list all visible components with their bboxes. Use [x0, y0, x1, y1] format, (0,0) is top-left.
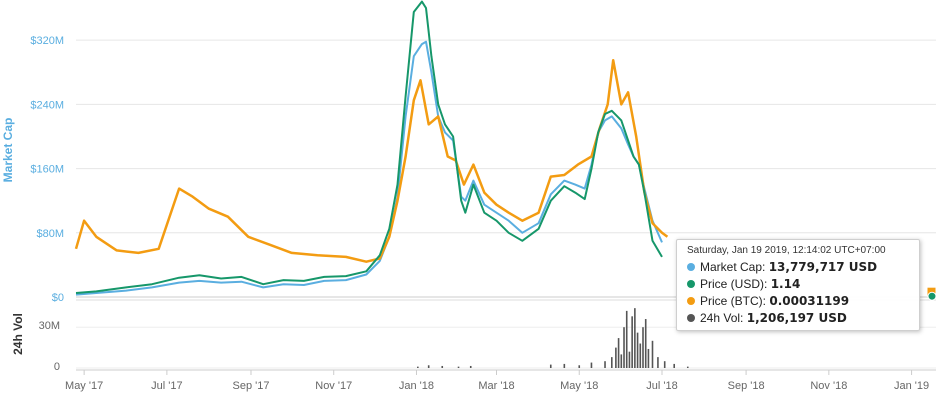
- volume-bar: [636, 332, 639, 368]
- y-tick-label: $0: [52, 292, 64, 304]
- tooltip-value: 13,779,717 USD: [768, 260, 878, 274]
- tooltip-dot-price-usd: [687, 280, 695, 288]
- volume-bar: [634, 308, 636, 368]
- series-line-price-btc: [74, 58, 669, 263]
- volume-bar: [647, 348, 650, 368]
- tooltip-value: 0.00031199: [769, 294, 850, 308]
- volume-bar: [625, 310, 628, 368]
- volume-bar: [590, 362, 593, 368]
- x-tick-label: Jul '18: [646, 380, 677, 392]
- tooltip-row-market-cap: Market Cap: 13,779,717 USD: [687, 259, 909, 276]
- y-axis-ticks: $0 $80M $160M $240M $320M: [30, 35, 64, 304]
- series-line-price-usd: [75, 0, 663, 294]
- volume-bar: [615, 347, 617, 368]
- x-tick-label: Jul '17: [151, 380, 182, 392]
- volume-bar: [563, 363, 566, 368]
- tooltip: Saturday, Jan 19 2019, 12:14:02 UTC+07:0…: [676, 239, 920, 331]
- x-tick-label: May '17: [65, 380, 103, 392]
- volume-bar: [441, 365, 444, 368]
- volume-bar: [651, 340, 654, 368]
- volume-panel: [417, 308, 689, 368]
- volume-bar: [631, 316, 633, 368]
- x-tick-label: Sep '18: [728, 380, 765, 392]
- volume-bar: [469, 365, 472, 368]
- tooltip-row-price-usd: Price (USD): 1.14: [687, 276, 909, 293]
- tooltip-label: 24h Vol:: [700, 311, 744, 325]
- tooltip-dot-24h-vol: [687, 314, 695, 322]
- x-tick-label: May '18: [560, 380, 598, 392]
- volume-axis-ticks: 0 30M: [39, 320, 60, 373]
- x-tick-label: Nov '17: [315, 380, 352, 392]
- series-line-market-cap: [75, 40, 663, 296]
- tooltip-value: 1,206,197 USD: [746, 311, 847, 325]
- volume-bar: [427, 365, 430, 368]
- volume-bar: [644, 319, 647, 368]
- y-tick-label: $160M: [30, 164, 64, 176]
- gridlines: [76, 39, 936, 371]
- volume-bar: [617, 338, 620, 368]
- tooltip-date: Saturday, Jan 19 2019, 12:14:02 UTC+07:0…: [687, 245, 886, 256]
- tooltip-row-24h-vol: 24h Vol: 1,206,197 USD: [687, 310, 909, 327]
- volume-bar: [623, 327, 625, 368]
- y-tick-label: $80M: [36, 228, 64, 240]
- volume-bar: [549, 364, 552, 368]
- volume-tick-label: 0: [54, 361, 60, 373]
- tooltip-label: Price (USD):: [700, 277, 768, 291]
- volume-bar: [604, 361, 606, 368]
- volume-bar: [620, 354, 623, 368]
- volume-bar: [642, 327, 644, 368]
- volume-bar: [663, 361, 666, 368]
- volume-bar: [686, 366, 689, 368]
- x-tick-label: Jan '19: [894, 380, 929, 392]
- volume-axis-title: 24h Vol: [11, 313, 25, 355]
- tooltip-label: Market Cap:: [700, 260, 766, 274]
- hover-marker-usd: [927, 291, 937, 301]
- volume-bar: [611, 357, 613, 368]
- tooltip-dot-market-cap: [687, 263, 695, 271]
- volume-bar: [657, 357, 659, 368]
- volume-bar: [639, 343, 642, 368]
- volume-bar: [673, 363, 676, 368]
- volume-bar: [578, 365, 581, 368]
- y-axis-title: Market Cap: [1, 118, 15, 183]
- tooltip-value: 1.14: [770, 277, 801, 291]
- x-tick-label: Sep '17: [232, 380, 269, 392]
- volume-bar: [417, 366, 419, 368]
- tooltip-label: Price (BTC):: [700, 294, 766, 308]
- volume-bar: [457, 366, 460, 368]
- tooltip-dot-price-btc: [687, 297, 695, 305]
- x-tick-label: Nov '18: [810, 380, 847, 392]
- y-tick-label: $320M: [30, 35, 64, 47]
- series-lines: [74, 0, 937, 301]
- tooltip-row-price-btc: Price (BTC): 0.00031199: [687, 293, 909, 310]
- x-tick-label: Mar '18: [478, 380, 514, 392]
- volume-tick-label: 30M: [39, 320, 60, 332]
- y-tick-label: $240M: [30, 99, 64, 111]
- x-tick-label: Jan '18: [399, 380, 434, 392]
- volume-bar: [628, 351, 631, 368]
- x-axis-ticks: May '17 Jul '17 Sep '17 Nov '17 Jan '18 Mar '…: [65, 370, 929, 392]
